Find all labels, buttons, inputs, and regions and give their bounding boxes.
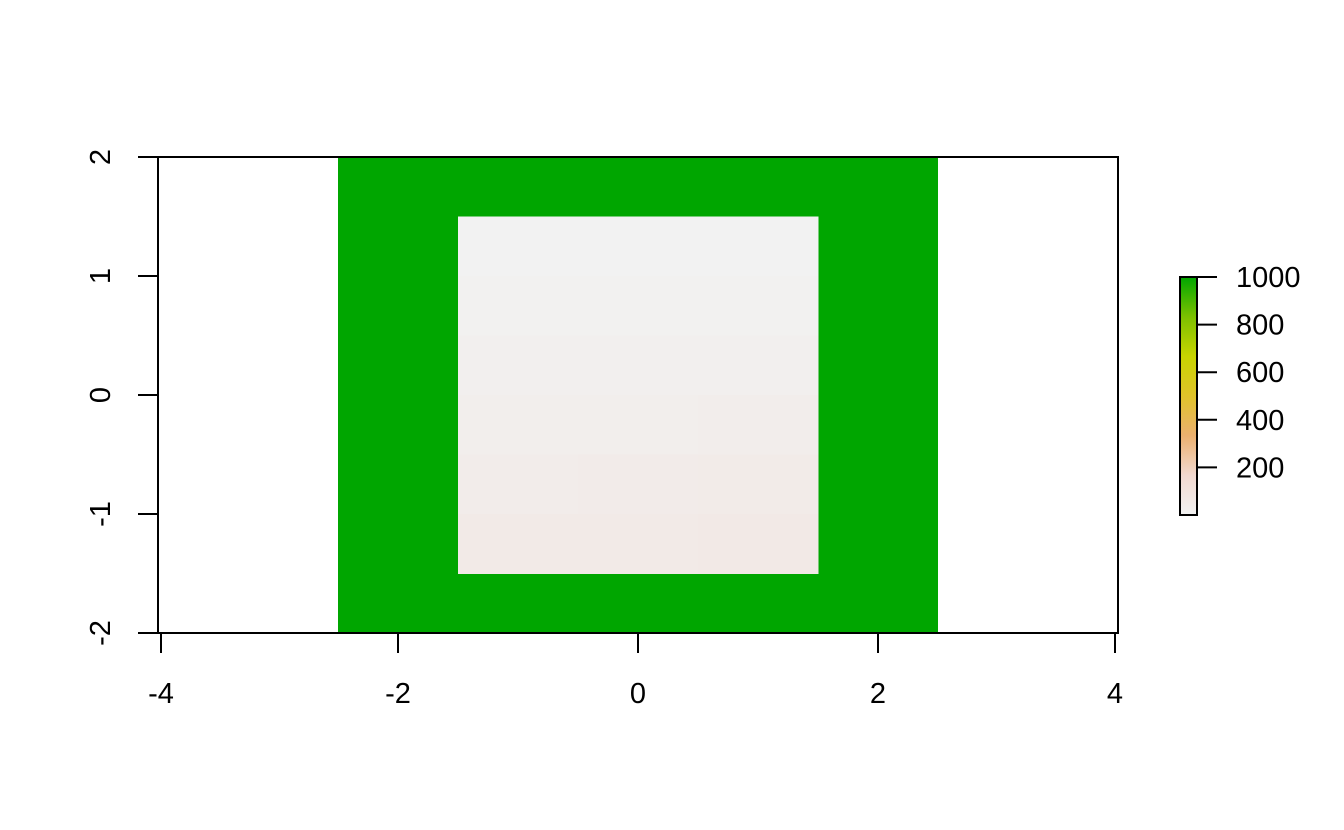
raster-cell	[578, 216, 699, 277]
x-tick-label: -2	[385, 678, 411, 710]
legend-tick-label: 600	[1236, 357, 1284, 389]
raster-cell	[578, 514, 699, 574]
legend-color-bar	[1180, 277, 1197, 515]
legend-bar-border	[1179, 276, 1198, 516]
y-tick-label: -1	[85, 501, 117, 527]
y-tick-label: 0	[85, 387, 117, 403]
raster-cell	[458, 276, 579, 336]
legend-tick-label: 200	[1236, 452, 1284, 484]
raster-cell	[698, 454, 819, 515]
raster-cell	[698, 514, 819, 574]
legend-tick-label: 1000	[1236, 262, 1301, 294]
raster-cells	[338, 157, 938, 633]
raster-cell	[458, 395, 579, 455]
x-tick-label: -4	[148, 678, 174, 710]
raster-cell	[458, 335, 579, 396]
raster-cell	[578, 454, 699, 515]
raster-cell	[578, 335, 699, 396]
x-tick-label: 2	[870, 678, 886, 710]
raster-cell	[458, 454, 579, 515]
y-tick-label: 1	[85, 268, 117, 284]
raster-cell	[458, 514, 579, 574]
raster-cell	[698, 216, 819, 277]
legend-tick-label: 400	[1236, 405, 1284, 437]
x-tick-label: 0	[630, 678, 646, 710]
y-tick-label: 2	[85, 149, 117, 165]
legend-tick-label: 800	[1236, 310, 1284, 342]
raster-cell	[458, 216, 579, 277]
y-tick-label: -2	[85, 620, 117, 646]
raster-cell	[578, 395, 699, 455]
color-legend: 200 400 600 800 1000	[1179, 262, 1301, 516]
raster-cell	[698, 335, 819, 396]
raster-cell	[578, 276, 699, 336]
x-axis: -4 -2 0 2 4	[148, 632, 1123, 710]
raster-cell	[698, 395, 819, 455]
y-axis: -2 -1 0 1 2	[85, 149, 159, 646]
raster-cell	[698, 276, 819, 336]
x-tick-label: 4	[1107, 678, 1123, 710]
